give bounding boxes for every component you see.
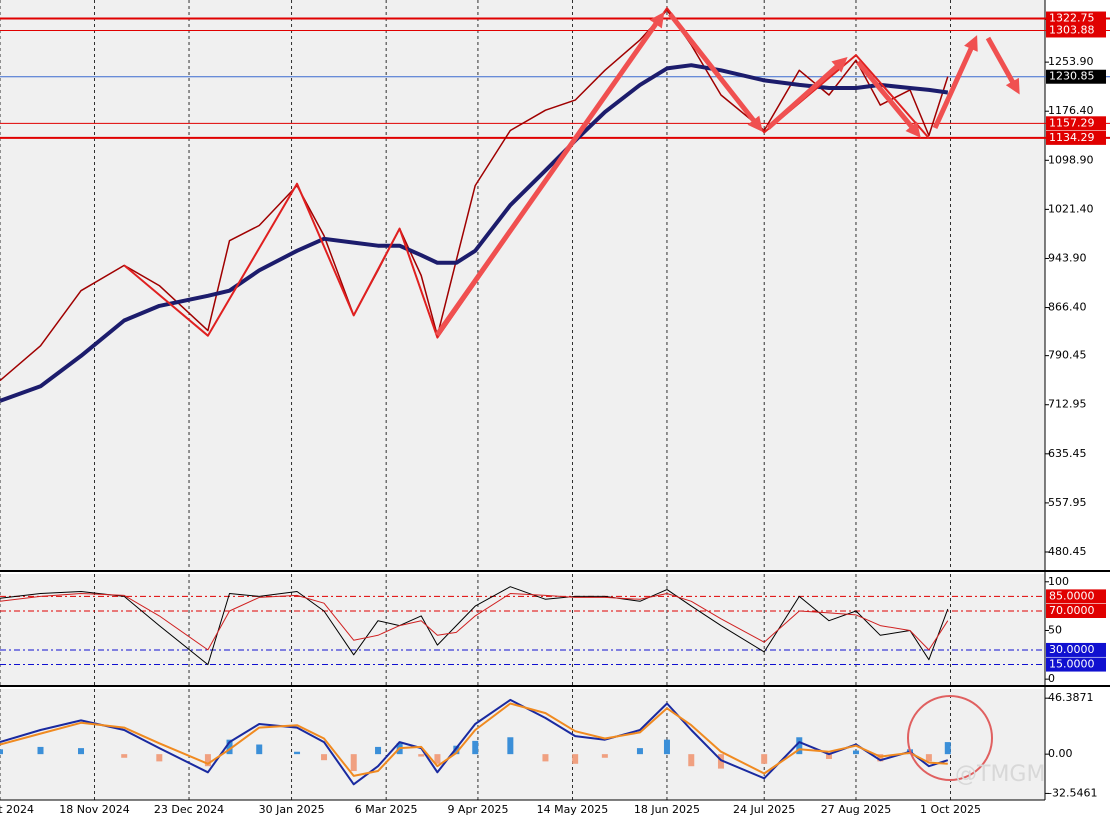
arrow — [985, 36, 1020, 95]
level-box — [1046, 23, 1106, 38]
arrow — [932, 35, 978, 130]
watermark: @TMGM — [955, 762, 1045, 787]
x-tick-label: 9 Apr 2025 — [447, 803, 508, 816]
arrow — [668, 12, 763, 132]
main-panel — [0, 0, 1045, 570]
histogram-bar — [663, 739, 670, 755]
histogram-bar — [636, 748, 643, 755]
y-tick-label: 557.95 — [1048, 496, 1087, 509]
histogram-bar — [121, 754, 128, 758]
level-box — [1046, 604, 1106, 618]
histogram-bar — [572, 754, 579, 764]
histogram-bar — [204, 754, 211, 767]
y-tick-label: 0 — [1048, 672, 1055, 685]
histogram-bar — [877, 754, 884, 762]
histogram-bar — [256, 744, 263, 755]
x-tick-label: 24 Jul 2025 — [733, 803, 795, 816]
level-label: 70.0000 — [1049, 604, 1095, 617]
level-label: 85.0000 — [1049, 589, 1095, 602]
histogram-bar — [688, 754, 695, 767]
histogram-bar — [0, 749, 3, 755]
level-label: 1134.29 — [1049, 131, 1095, 144]
arrow — [766, 57, 848, 130]
histogram-bar — [542, 754, 549, 762]
histogram-bar — [156, 754, 163, 762]
y-tick-label: 790.45 — [1048, 349, 1087, 362]
histogram-bar — [321, 754, 328, 761]
level-label: 15.0000 — [1049, 658, 1095, 671]
histogram-bar — [226, 739, 233, 755]
histogram-bar — [453, 745, 460, 755]
histogram-bar — [944, 742, 951, 755]
y-tick-label: 1253.90 — [1048, 55, 1094, 68]
histogram-bar — [375, 746, 382, 755]
level-box — [1046, 642, 1106, 657]
histogram-bar — [418, 754, 425, 757]
x-tick-label: 18 Jun 2025 — [634, 803, 700, 816]
level-label: 1230.85 — [1049, 70, 1095, 83]
y-tick-label: 866.40 — [1048, 301, 1087, 314]
x-tick-label: 14 Oct 2024 — [0, 803, 34, 816]
x-tick-label: 30 Jan 2025 — [259, 803, 325, 816]
stoch-panel — [0, 574, 1045, 685]
x-tick-label: 1 Oct 2025 — [920, 803, 981, 816]
histogram-bar — [472, 740, 479, 755]
level-label: 1303.88 — [1049, 23, 1095, 36]
y-tick-label: 635.45 — [1048, 447, 1087, 460]
histogram-bar — [350, 754, 357, 772]
level-label: 1322.75 — [1049, 12, 1095, 25]
x-tick-label: 23 Dec 2024 — [154, 803, 224, 816]
level-box — [1046, 69, 1106, 84]
histogram-bar — [825, 754, 832, 759]
y-tick-label: 1176.40 — [1048, 104, 1094, 117]
arrow — [434, 11, 665, 337]
histogram-bar — [507, 737, 514, 755]
x-tick-label: 6 Mar 2025 — [355, 803, 418, 816]
y-tick-label: 712.95 — [1048, 398, 1087, 411]
histogram-bar — [601, 754, 608, 758]
level-box — [1046, 589, 1106, 604]
x-tick-label: 14 May 2025 — [537, 803, 609, 816]
histogram-bar — [761, 754, 768, 764]
y-tick-label: 943.90 — [1048, 251, 1087, 264]
arrow — [856, 60, 921, 138]
x-tick-label: 27 Aug 2025 — [821, 803, 891, 816]
x-tick-label: 18 Nov 2024 — [59, 803, 129, 816]
level-box — [1046, 657, 1106, 672]
y-tick-label: 480.45 — [1048, 545, 1087, 558]
histogram-bar — [717, 754, 724, 769]
histogram-bar — [434, 754, 441, 764]
level-box — [1046, 130, 1106, 145]
level-label: 1157.29 — [1049, 116, 1095, 129]
series-line — [0, 702, 948, 777]
series-line — [0, 593, 949, 651]
level-label: 30.0000 — [1049, 643, 1095, 656]
y-tick-label: 46.3871 — [1048, 691, 1094, 704]
arrows — [434, 11, 1020, 337]
histogram-bar — [852, 750, 859, 755]
histogram-bar — [925, 754, 932, 762]
histogram-bar — [796, 737, 803, 755]
highlight-circle — [907, 695, 993, 781]
histogram-bar — [294, 751, 301, 755]
y-tick-label: 0.00 — [1048, 747, 1073, 760]
level-box — [1046, 11, 1106, 26]
y-tick-label: 1098.90 — [1048, 153, 1094, 166]
y-tick-label: -32.5461 — [1048, 786, 1097, 799]
histogram-bar — [78, 748, 85, 755]
y-tick-label: 50 — [1048, 623, 1062, 636]
y-tick-label: 1021.40 — [1048, 202, 1094, 215]
y-tick-label: 100 — [1048, 575, 1069, 588]
level-box — [1046, 116, 1106, 131]
histogram-bar — [37, 746, 44, 755]
